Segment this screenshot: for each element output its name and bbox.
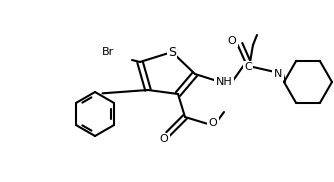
Text: C: C [244,62,252,72]
Text: N: N [274,69,282,79]
Text: O: O [209,118,217,128]
Text: O: O [228,36,236,46]
Text: S: S [168,46,176,58]
Text: O: O [160,134,168,144]
Text: NH: NH [216,77,232,87]
Text: Br: Br [102,47,114,57]
